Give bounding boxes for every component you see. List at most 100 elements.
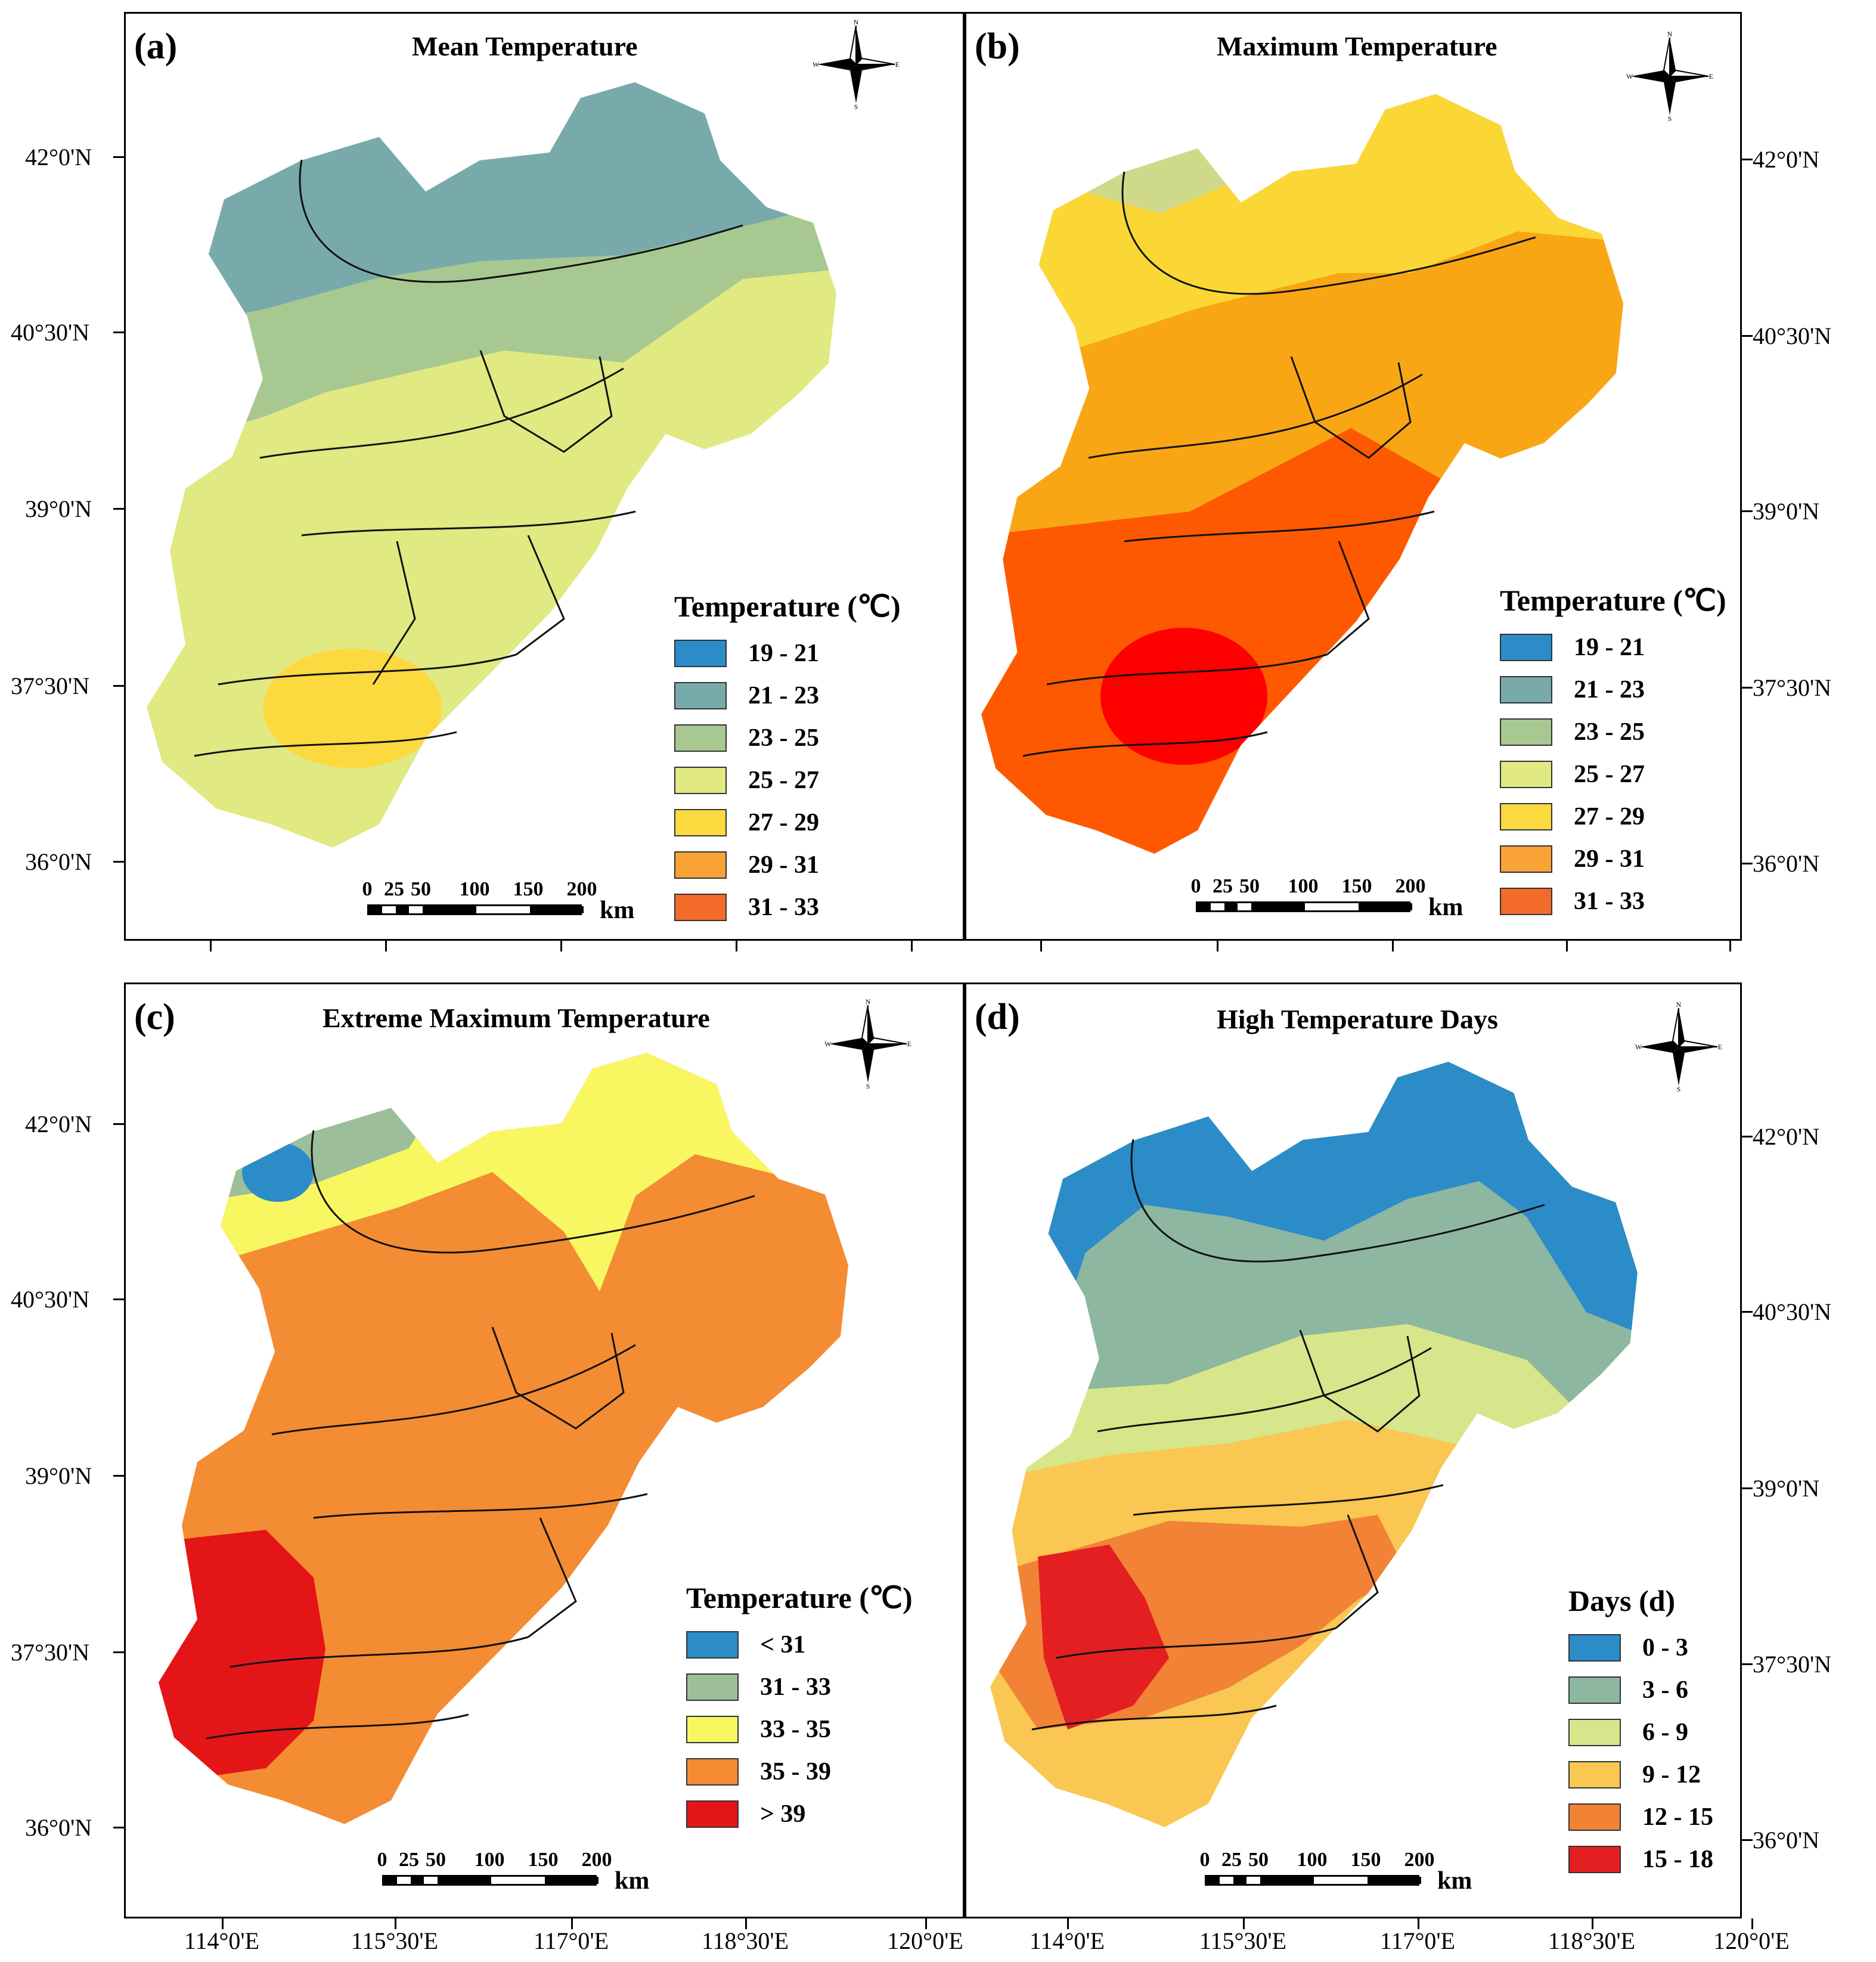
legend-item: 23 - 25: [674, 717, 901, 759]
legend-swatch: [674, 808, 727, 836]
map-high-temperature-days: [990, 1062, 1638, 1827]
svg-text:E: E: [907, 1040, 911, 1048]
lat-label: 40°30'N: [11, 319, 90, 346]
lon-label: 117°0'E: [1379, 1927, 1456, 1954]
svg-text:N: N: [1676, 1002, 1682, 1009]
panel-a: (a) Mean Temperature N S E W: [124, 12, 965, 941]
compass-e: E: [895, 60, 900, 69]
svg-text:N: N: [1667, 32, 1673, 38]
lon-label: 118°30'E: [701, 1927, 789, 1954]
lat-label: 42°0'N: [25, 1111, 92, 1137]
legend-item: 31 - 33: [674, 886, 901, 928]
lat-label: 40°30'N: [1753, 1298, 1832, 1325]
svg-text:W: W: [1626, 72, 1633, 80]
compass-n: N: [854, 20, 859, 26]
lat-label: 37°30'N: [1753, 1651, 1832, 1678]
panel-c: (c) Extreme Maximum Temperature N S E W Te…: [124, 982, 965, 1918]
legend-item: 25 - 27: [674, 759, 901, 801]
lon-label: 115°30'E: [1199, 1927, 1287, 1954]
map-maximum-temperature: [981, 94, 1623, 854]
panel-title: High Temperature Days: [1217, 1004, 1498, 1034]
legend-swatch: [674, 893, 727, 921]
legend-label: 29 - 31: [748, 851, 819, 879]
panel-letter: (c): [134, 997, 175, 1037]
map-mean-temperature: [147, 82, 836, 848]
lat-label: 37°30'N: [1753, 674, 1832, 701]
lat-label: 39°0'N: [25, 495, 92, 522]
lat-label: 39°0'N: [1753, 498, 1820, 525]
svg-text:N: N: [866, 999, 871, 1006]
lon-label: 117°0'E: [533, 1927, 609, 1954]
legend: Temperature (℃) 19 - 21 21 - 23 23 - 25 …: [1500, 584, 1726, 915]
zone-19-21: [397, 130, 445, 172]
lat-label: 37°30'N: [11, 672, 90, 699]
legend-item: 19 - 21: [674, 632, 901, 674]
legend-title: Temperature (℃): [1500, 584, 1726, 617]
svg-text:S: S: [866, 1082, 870, 1089]
svg-text:W: W: [824, 1040, 832, 1048]
scale-unit: km: [600, 897, 635, 924]
legend-title: Days (d): [1568, 1584, 1676, 1617]
legend: Days (d) 0 - 3 3 - 6 6 - 9 9 - 12 12 - 1…: [1568, 1584, 1713, 1873]
legend-item: 29 - 31: [674, 844, 901, 886]
compass-rose-icon: N S E W: [1626, 32, 1713, 121]
panel-letter: (d): [975, 997, 1020, 1037]
lat-label: 40°30'N: [11, 1286, 90, 1313]
scale-bar: 0 25 50 100 150 200 km: [1190, 875, 1463, 921]
panel-d: (d) High Temperature Days N S E W Days (d): [965, 982, 1742, 1918]
legend-swatch: [674, 766, 727, 794]
lat-label: 37°30'N: [11, 1639, 90, 1666]
scale-bar: 0 25 50 100 150 200 km: [1199, 1849, 1472, 1895]
lon-label: 120°0'E: [1713, 1927, 1790, 1954]
scale-bar: 0 25 50 100 150 200 km: [377, 1849, 650, 1895]
panel-title: Extreme Maximum Temperature: [323, 1003, 710, 1033]
legend-swatch: [674, 851, 727, 879]
zone-lt-31: [242, 1142, 314, 1202]
lon-label: 120°0'E: [887, 1927, 963, 1954]
zone-27-29: [263, 649, 442, 768]
lat-label: 36°0'N: [25, 1814, 92, 1841]
panel-letter: (a): [134, 26, 178, 67]
legend: Temperature (℃) < 31 31 - 33 33 - 35 35 …: [686, 1581, 913, 1828]
svg-text:S: S: [1677, 1085, 1681, 1092]
legend: Temperature (℃) 19 - 21 21 - 23 23 - 25 …: [674, 589, 901, 928]
legend-label: 19 - 21: [748, 639, 819, 667]
legend-swatch: [674, 639, 727, 667]
legend-title: Temperature (℃): [686, 1581, 913, 1614]
legend-item: 21 - 23: [674, 674, 901, 717]
panel-b: (b) Maximum Temperature N S E W Temperatur…: [965, 12, 1742, 941]
legend-item: 27 - 29: [674, 801, 901, 844]
lat-label: 42°0'N: [1753, 1123, 1820, 1150]
lon-label: 115°30'E: [351, 1927, 439, 1954]
svg-text:S: S: [1668, 114, 1672, 121]
legend-label: 25 - 27: [748, 766, 819, 794]
compass-rose-icon: N S E W: [824, 999, 911, 1089]
compass-rose-icon: N S E W: [1635, 1002, 1722, 1092]
legend-label: 21 - 23: [748, 681, 819, 709]
lon-label: 114°0'E: [1029, 1927, 1105, 1954]
legend-swatch: [674, 681, 727, 709]
panel-title: Maximum Temperature: [1217, 31, 1497, 61]
lat-label: 42°0'N: [25, 144, 92, 171]
legend-label: 23 - 25: [748, 724, 819, 752]
lon-label: 114°0'E: [184, 1927, 260, 1954]
panel-title: Mean Temperature: [412, 31, 638, 61]
zone-15-18: [1038, 1545, 1169, 1729]
compass-w: W: [813, 60, 820, 69]
lat-label: 36°0'N: [25, 848, 92, 875]
panel-letter: (b): [975, 26, 1020, 67]
lat-label: 42°0'N: [1753, 146, 1820, 173]
legend-swatch: [674, 724, 727, 752]
legend-label: 27 - 29: [748, 808, 819, 836]
compass-s: S: [854, 103, 858, 109]
lat-label: 36°0'N: [1753, 1827, 1820, 1853]
svg-text:W: W: [1635, 1043, 1642, 1051]
svg-text:E: E: [1709, 72, 1713, 80]
scale-bar: 0 25 50 100 150 200 km: [362, 878, 635, 924]
lat-label: 39°0'N: [25, 1462, 92, 1489]
legend-label: 31 - 33: [748, 893, 819, 921]
lat-label: 40°30'N: [1753, 323, 1832, 349]
svg-text:E: E: [1718, 1043, 1722, 1051]
lon-label: 118°30'E: [1548, 1927, 1636, 1954]
compass-rose-icon: N S E W: [813, 20, 900, 109]
